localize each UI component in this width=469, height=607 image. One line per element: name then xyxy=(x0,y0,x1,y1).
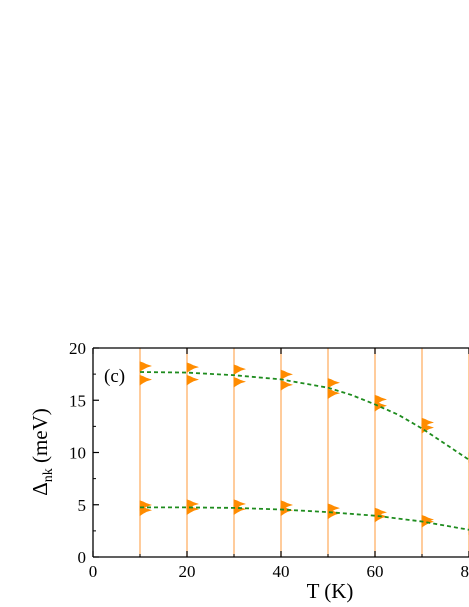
gap-histogram-upper-30-0 xyxy=(233,364,246,376)
gap-histogram-upper-60-1 xyxy=(374,401,387,412)
gap-histogram-upper-30-1 xyxy=(233,377,246,388)
y-axis-title-subscript: nk xyxy=(41,468,56,482)
x-tick-label-40: 40 xyxy=(273,562,290,581)
y-axis-title: Δnk (meV) xyxy=(28,408,56,496)
y-axis-title-main: Δ xyxy=(28,482,52,496)
gap-histogram-upper-50-0 xyxy=(327,378,340,389)
histogram-layer xyxy=(139,361,469,535)
y-tick-label-15: 15 xyxy=(69,391,86,410)
gap-histogram-lower-50-1 xyxy=(327,508,340,520)
x-tick-label-0: 0 xyxy=(89,562,98,581)
fit-curve-1 xyxy=(140,506,469,531)
y-tick-label-0: 0 xyxy=(78,548,87,567)
y-axis-title-unit: (meV) xyxy=(28,408,52,468)
gap-histogram-lower-20-1 xyxy=(186,504,199,516)
fit-curve-0 xyxy=(139,371,469,461)
gap-histogram-upper-40-1 xyxy=(280,380,293,391)
gap-histogram-upper-10-0 xyxy=(139,361,152,372)
gap-histogram-upper-50-1 xyxy=(327,388,340,400)
x-tick-label-80: 80 xyxy=(461,562,469,581)
y-tick-label-20: 20 xyxy=(69,339,86,358)
gap-histogram-lower-30-1 xyxy=(233,504,246,516)
gap-histogram-upper-20-0 xyxy=(186,362,199,373)
axes-layer: 0 20 40 60 80 0 5 10 15 20 xyxy=(69,339,469,581)
x-axis-title: T (K) xyxy=(307,579,354,603)
gap-histogram-upper-40-0 xyxy=(280,369,293,381)
fit-curves-layer xyxy=(139,371,469,531)
gap-histogram-upper-10-1 xyxy=(139,374,152,386)
panel-label: (c) xyxy=(104,366,125,387)
y-tick-label-5: 5 xyxy=(78,496,87,515)
gap-histogram-upper-20-1 xyxy=(186,374,199,386)
y-tick-label-10: 10 xyxy=(69,444,86,463)
x-tick-label-20: 20 xyxy=(179,562,196,581)
x-tick-label-60: 60 xyxy=(367,562,384,581)
gap-histogram-upper-70-1 xyxy=(421,423,434,434)
